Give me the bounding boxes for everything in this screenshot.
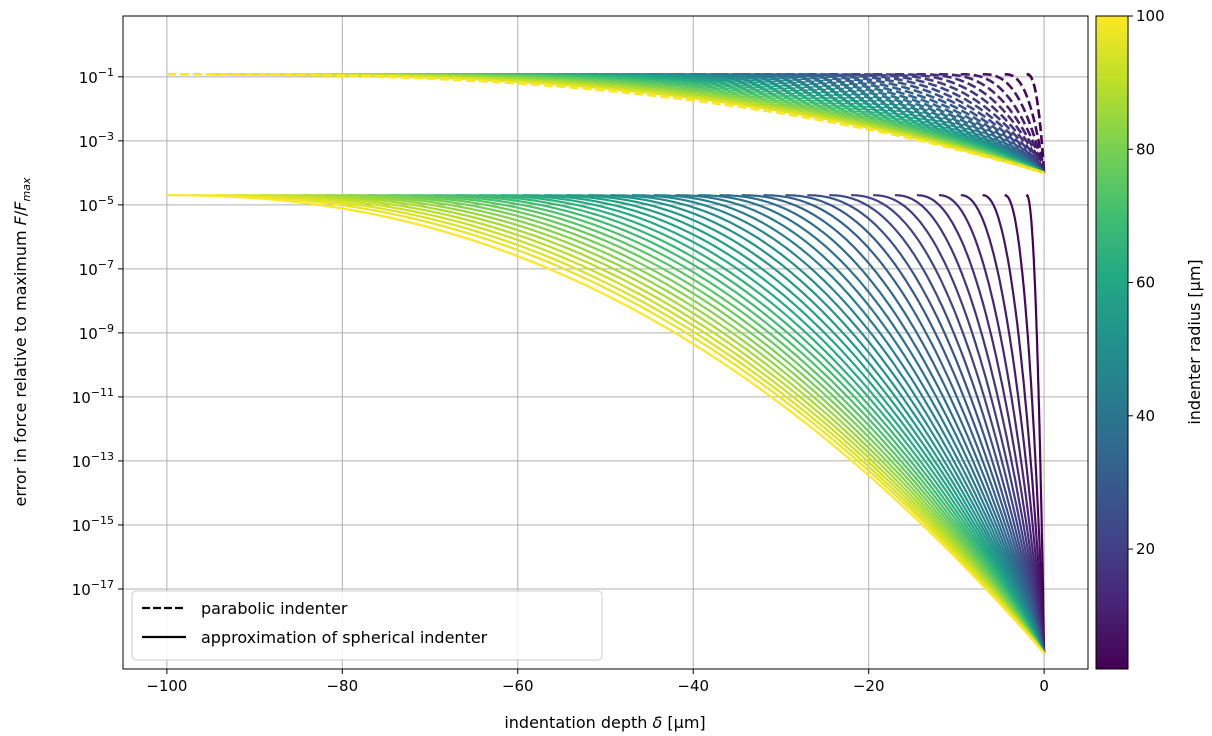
solid-curve [697, 194, 1046, 654]
colorbar-label: indenter radius [µm] [1185, 259, 1204, 424]
solid-curve [938, 194, 1046, 654]
y-tick-label: 10−5 [79, 194, 114, 215]
legend-label-spherical: approximation of spherical indenter [201, 628, 488, 647]
legend-label-parabolic: parabolic indenter [201, 599, 348, 618]
dashed-curve [653, 73, 1045, 174]
solid-curve [631, 194, 1046, 654]
y-axis-label: error in force relative to maximum F/Fma… [11, 177, 33, 506]
x-ticks: −100 −80 −60 −40 −20 0 [146, 669, 1049, 695]
x-tick-label: −100 [146, 677, 187, 695]
y-tick-label: 10−3 [79, 130, 114, 151]
solid-curve [873, 194, 1046, 654]
solid-curve [166, 194, 1045, 654]
solid-curve [785, 194, 1046, 654]
solid-curve [807, 194, 1046, 654]
solid-curve [653, 194, 1046, 654]
y-tick-label: 10−17 [72, 578, 114, 599]
solid-curve [280, 194, 1045, 654]
legend-box [131, 590, 603, 661]
solid-curve [588, 194, 1046, 654]
plot-frame [122, 15, 1089, 670]
x-tick-label: −60 [502, 677, 534, 695]
solid-curve [1025, 194, 1046, 654]
solid-curve [829, 194, 1046, 654]
solid-curve [324, 194, 1045, 654]
solid-curve [434, 194, 1046, 654]
colorbar-tick-label: 60 [1136, 274, 1155, 292]
solid-curve [851, 194, 1046, 654]
y-tick-label: 10−1 [79, 66, 114, 87]
x-tick-label: −80 [326, 677, 358, 695]
legend: parabolic indenter approximation of sphe… [131, 590, 603, 661]
dashed-curve [631, 73, 1045, 174]
y-tick-label: 10−13 [72, 450, 114, 471]
solid-curve [763, 194, 1046, 654]
dashed-curve [719, 73, 1045, 174]
curves [166, 73, 1046, 654]
dashed-curve [280, 73, 1045, 175]
solid-curve [982, 194, 1046, 654]
dashed-curve [1004, 73, 1046, 173]
solid-curve [741, 194, 1046, 654]
dashed-curve [982, 73, 1046, 174]
colorbar-tick-label: 100 [1136, 7, 1165, 25]
y-ticks: 10−1 10−3 10−5 10−7 10−9 10−11 10−13 10−15 10−17 [72, 66, 123, 599]
solid-curve [960, 194, 1046, 654]
colorbar-gradient [1095, 15, 1129, 670]
x-tick-label: 0 [1039, 677, 1049, 695]
dashed-curve [741, 73, 1045, 174]
dashed-curve [960, 73, 1046, 174]
solid-curve [193, 194, 1045, 654]
solid-curve [1004, 194, 1046, 654]
colorbar-ticks: 20 40 60 80 100 [1128, 7, 1165, 558]
colorbar-tick-label: 80 [1136, 140, 1155, 158]
dashed-curve [1026, 73, 1046, 173]
y-tick-label: 10−11 [72, 386, 114, 407]
dashed-curve [675, 73, 1045, 174]
colorbar-tick-label: 20 [1136, 540, 1155, 558]
y-tick-label: 10−7 [79, 258, 114, 279]
solid-curve [675, 194, 1046, 654]
colorbar-tick-label: 40 [1136, 407, 1155, 425]
y-tick-label: 10−9 [79, 322, 114, 343]
solid-curve [522, 194, 1046, 654]
x-axis-label: indentation depth δ [µm] [504, 713, 705, 732]
solid-curve [916, 194, 1046, 654]
dashed-curve [938, 73, 1046, 174]
solid-curve [719, 194, 1046, 654]
x-tick-label: −40 [677, 677, 709, 695]
solid-curve [895, 194, 1046, 654]
colorbar: 20 40 60 80 100 indenter radius [µm] [1095, 7, 1204, 670]
dashed-curve [166, 73, 1045, 175]
y-tick-label: 10−15 [72, 514, 114, 535]
x-tick-label: −20 [853, 677, 885, 695]
